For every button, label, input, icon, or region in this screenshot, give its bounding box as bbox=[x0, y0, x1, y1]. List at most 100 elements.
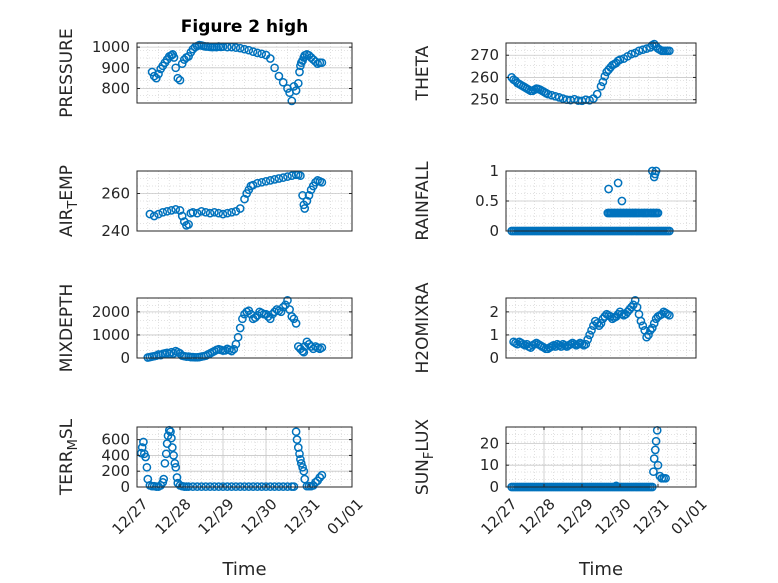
data-point bbox=[292, 435, 302, 444]
data-point bbox=[192, 208, 202, 218]
data-point bbox=[142, 462, 152, 472]
data-point bbox=[594, 321, 604, 331]
data-point bbox=[265, 54, 275, 63]
subplot-6: 0 1 2 H2OMIXRA bbox=[413, 282, 697, 374]
data-point bbox=[665, 46, 674, 56]
subplot-5: 0 1000 2000 MIXDEPTH bbox=[57, 284, 353, 373]
y-axis-label: THETA bbox=[413, 45, 433, 101]
data-point bbox=[214, 208, 224, 218]
x-tick-label: 01/01 bbox=[323, 495, 366, 538]
data-point bbox=[238, 314, 247, 324]
x-tick-label: 12/28 bbox=[515, 495, 558, 538]
data-point bbox=[291, 319, 301, 328]
x-tick-label: 12/30 bbox=[591, 495, 634, 538]
data-point bbox=[188, 207, 198, 217]
data-point bbox=[543, 89, 553, 99]
data-point bbox=[606, 312, 615, 321]
x-axis-label: Time bbox=[578, 559, 623, 580]
data-point bbox=[295, 67, 304, 77]
data-point bbox=[596, 319, 606, 328]
data-point bbox=[642, 332, 651, 342]
data-point bbox=[270, 175, 279, 184]
x-tick-label: 12/31 bbox=[280, 495, 323, 538]
subplot-4: 0 0.5 1 RAINFALL bbox=[413, 161, 697, 241]
data-point bbox=[649, 319, 659, 328]
data-point bbox=[283, 172, 292, 181]
axes-box bbox=[136, 42, 353, 104]
data-point bbox=[287, 96, 297, 106]
axes-box bbox=[136, 426, 353, 488]
data-point bbox=[300, 204, 310, 213]
data-point bbox=[169, 349, 178, 358]
data-point bbox=[274, 71, 284, 81]
data-point bbox=[177, 211, 187, 221]
data-point bbox=[315, 473, 325, 482]
data-point bbox=[268, 309, 277, 319]
data-point bbox=[551, 342, 560, 351]
axes-box bbox=[505, 426, 697, 488]
y-tick-label: 240 bbox=[101, 222, 130, 240]
data-point bbox=[261, 176, 271, 186]
series-markers bbox=[509, 295, 674, 354]
data-point bbox=[270, 63, 279, 73]
data-point bbox=[159, 474, 169, 484]
data-point bbox=[554, 93, 564, 102]
subplot-1: 800 900 1000 PRESSURE Figure 2 high bbox=[57, 17, 353, 118]
y-axis-label: PRESSURE bbox=[57, 28, 77, 117]
y-tick-label: 270 bbox=[470, 46, 499, 64]
data-point bbox=[293, 342, 303, 351]
data-point bbox=[231, 206, 241, 216]
series-markers bbox=[145, 170, 327, 230]
data-point bbox=[604, 184, 613, 194]
chart-title: Figure 2 high bbox=[181, 17, 309, 37]
data-point bbox=[665, 310, 674, 320]
y-tick-label: 800 bbox=[101, 80, 130, 98]
data-point bbox=[592, 319, 602, 328]
data-point bbox=[649, 467, 658, 477]
data-point bbox=[317, 58, 327, 68]
data-point bbox=[250, 313, 260, 322]
data-point bbox=[240, 44, 249, 54]
y-tick-label: 10 bbox=[480, 456, 499, 474]
data-point bbox=[227, 346, 236, 356]
data-point bbox=[218, 209, 228, 219]
y-axis-label: TERRMSL bbox=[57, 418, 81, 496]
data-point bbox=[311, 477, 320, 487]
data-point bbox=[296, 455, 305, 464]
data-point bbox=[235, 204, 245, 213]
y-tick-label: 1 bbox=[489, 326, 499, 344]
series-markers bbox=[147, 40, 327, 106]
data-point bbox=[173, 73, 183, 83]
data-point bbox=[154, 69, 163, 79]
data-point bbox=[298, 191, 307, 200]
y-axis-label: RAINFALL bbox=[413, 161, 433, 241]
data-point bbox=[205, 208, 215, 218]
data-point bbox=[257, 177, 267, 187]
data-point bbox=[291, 427, 301, 437]
data-point bbox=[638, 45, 648, 55]
data-point bbox=[600, 71, 610, 81]
y-tick-label: 20 bbox=[480, 434, 499, 452]
x-axis-label: Time bbox=[221, 559, 266, 580]
data-point bbox=[634, 46, 644, 56]
x-tick-label: 12/28 bbox=[151, 495, 194, 538]
data-point bbox=[141, 452, 150, 462]
data-point bbox=[289, 314, 299, 324]
y-tick-label: 0 bbox=[120, 478, 130, 496]
y-axis-label: H2OMIXRA bbox=[413, 282, 433, 373]
data-point bbox=[253, 178, 262, 188]
data-point bbox=[160, 458, 170, 468]
x-tick-label: 12/31 bbox=[629, 495, 672, 538]
data-point bbox=[304, 191, 314, 200]
data-point bbox=[169, 451, 178, 460]
data-point bbox=[581, 339, 591, 349]
data-point bbox=[296, 458, 306, 468]
data-point bbox=[296, 171, 305, 181]
data-point bbox=[162, 206, 172, 216]
y-axis-label: MIXDEPTH bbox=[57, 284, 77, 373]
data-point bbox=[636, 316, 646, 326]
y-tick-label: 0 bbox=[489, 349, 499, 367]
y-axis-label: AIRTEMP bbox=[57, 165, 81, 237]
